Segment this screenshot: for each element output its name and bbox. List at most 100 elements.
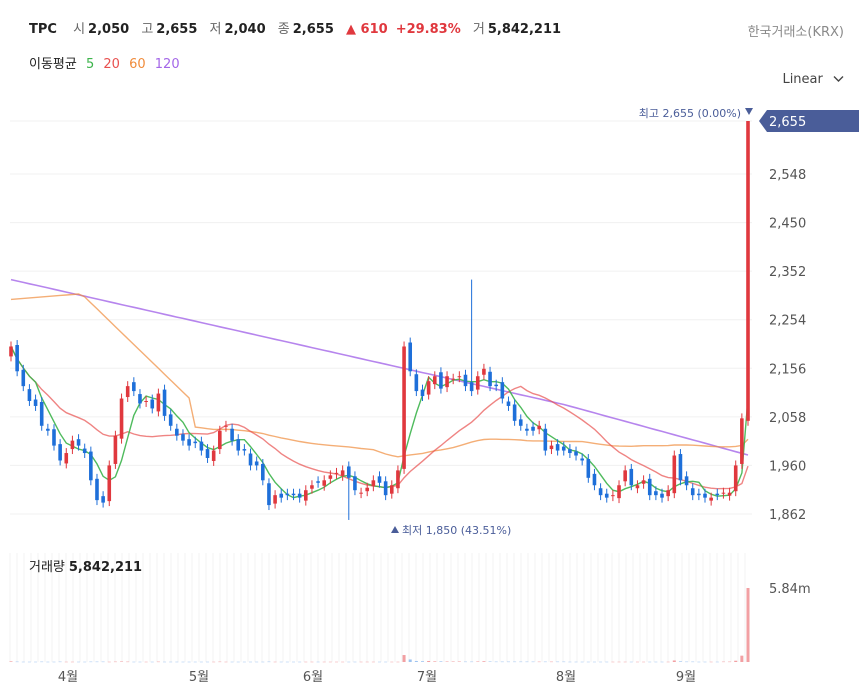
candle-body	[617, 485, 621, 499]
low-marker-icon	[391, 526, 399, 533]
ticker: TPC	[29, 22, 57, 37]
candle-body	[518, 419, 523, 426]
volume-bar	[322, 661, 326, 663]
volume-bar	[678, 661, 682, 662]
volume-bar	[574, 661, 578, 663]
volume-bar	[740, 655, 744, 662]
candle-body	[500, 382, 505, 399]
volume-bar	[697, 661, 701, 663]
candle-body	[457, 376, 462, 378]
volume-bar	[187, 661, 191, 663]
candle-body	[377, 476, 382, 483]
volume-bar	[347, 661, 351, 663]
volume-bar	[476, 661, 480, 662]
candle-body	[9, 346, 13, 357]
candle-body	[52, 429, 56, 446]
candle-body	[396, 470, 400, 489]
y-tick-label: 1,862	[769, 508, 806, 523]
moving-average-legend: 이동평균 5 20 60 120	[29, 53, 185, 72]
open-value: 2,050	[88, 22, 130, 37]
candle-body	[727, 492, 732, 496]
candle-body	[426, 381, 431, 395]
candle-body	[365, 487, 370, 492]
y-tick-label: 2,058	[769, 411, 806, 426]
candle-body	[254, 461, 259, 466]
candle-body	[439, 372, 443, 389]
candle-body	[678, 454, 683, 481]
candle-body	[46, 428, 50, 431]
candle-body	[592, 473, 597, 486]
candle-body	[33, 399, 38, 406]
candle-body	[101, 496, 105, 503]
volume-bar	[691, 661, 695, 663]
ma-120-line	[10, 278, 749, 456]
volume-bar	[304, 661, 308, 663]
volume-bar	[77, 661, 81, 663]
candle-body	[95, 478, 99, 501]
volume-bar	[734, 660, 738, 662]
volume-bar	[21, 661, 25, 663]
volume-bar	[242, 661, 246, 663]
volume-bar	[482, 661, 486, 662]
x-tick-label: 9월	[676, 670, 696, 685]
candle-body	[193, 441, 198, 444]
volume-bar	[292, 661, 296, 663]
volume-bar	[592, 661, 596, 663]
candle-body	[641, 480, 646, 484]
volume-bar	[623, 661, 627, 663]
candle-body	[297, 493, 302, 498]
volume-bar	[654, 661, 658, 663]
ma-legend-20[interactable]: 20	[103, 57, 120, 72]
change-value: ▲ 610	[346, 22, 388, 37]
candle-body	[76, 439, 81, 446]
volume-bar	[420, 661, 424, 662]
current-price-tag	[759, 110, 859, 132]
candle-body	[543, 428, 548, 451]
candle-body	[402, 346, 406, 469]
candle-body	[463, 374, 468, 387]
volume-bar	[721, 661, 725, 663]
candle-body	[346, 466, 351, 478]
candle-body	[389, 485, 394, 494]
candle-body	[672, 455, 677, 494]
close-label: 종	[277, 22, 290, 37]
candle-body	[549, 445, 554, 450]
ma-legend-120[interactable]: 120	[154, 57, 180, 72]
volume-bar	[113, 661, 117, 663]
open-label: 시	[73, 22, 86, 37]
volume-bar	[126, 661, 130, 663]
volume-bar	[439, 661, 443, 662]
candle-body	[242, 449, 247, 451]
volume-bar	[513, 661, 517, 663]
ma-60-line	[10, 293, 749, 458]
candle-body	[58, 444, 62, 461]
y-tick-label: 1,960	[769, 459, 806, 474]
candle-body	[168, 414, 173, 426]
volume-bar	[408, 659, 412, 662]
candle-body	[211, 450, 216, 461]
volume-bar	[132, 661, 136, 663]
volume-bar	[138, 661, 142, 663]
volume-bar	[70, 661, 74, 663]
x-tick-label: 5월	[189, 670, 209, 685]
volume-bar	[556, 661, 560, 663]
volume-bar	[230, 661, 234, 663]
candle-body	[383, 481, 388, 496]
candle-body	[531, 426, 535, 431]
candle-body	[690, 488, 695, 496]
volume-bar	[562, 661, 566, 663]
ma-legend-5[interactable]: 5	[85, 57, 95, 72]
scale-mode-dropdown[interactable]: Linear	[782, 72, 844, 87]
volume-bar	[488, 661, 492, 662]
candle-body	[261, 463, 265, 481]
candle-body	[740, 418, 744, 464]
candle-body	[334, 472, 339, 474]
chevron-down-icon	[833, 72, 844, 87]
candle-body	[525, 428, 529, 431]
volume-bar	[506, 661, 510, 663]
candle-body	[660, 493, 664, 498]
volume-bar	[150, 661, 154, 663]
volume-bar	[89, 661, 93, 663]
ma-legend-60[interactable]: 60	[129, 57, 146, 72]
